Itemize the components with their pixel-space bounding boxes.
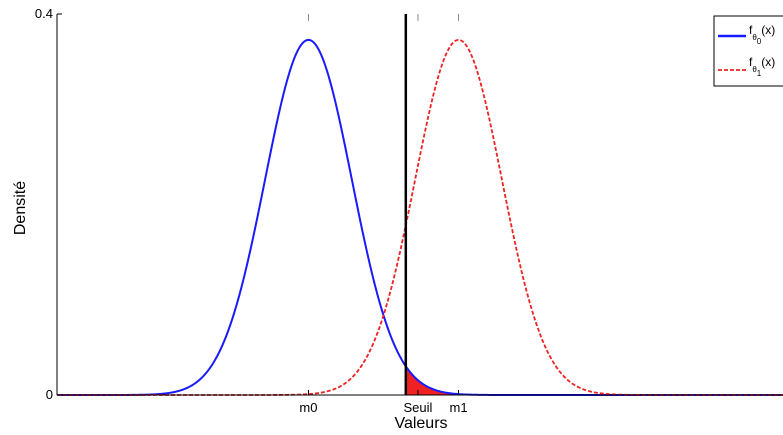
series-line-f1	[57, 38, 783, 396]
legend-box	[713, 15, 783, 87]
x-axis-label: Valeurs	[394, 415, 447, 432]
x-tick-label-0: m0	[299, 400, 317, 415]
shaded-tail-area	[405, 366, 783, 395]
legend: fθ0(x) fθ1(x)	[713, 15, 783, 87]
series-line-f0	[57, 38, 783, 396]
legend-label-f1: fθ1(x)	[749, 55, 775, 78]
x-tick-label-1: Seuil	[404, 400, 433, 415]
legend-label-f0: fθ0(x)	[749, 23, 775, 46]
y-axis-label: Densité	[12, 181, 29, 235]
y-tick-label-0: 0	[46, 387, 53, 402]
y-tick-label-1: 0.4	[35, 6, 53, 21]
x-tick-label-2: m1	[449, 400, 467, 415]
plot-area: 0 0.4 m0 Seuil m1	[35, 6, 783, 415]
